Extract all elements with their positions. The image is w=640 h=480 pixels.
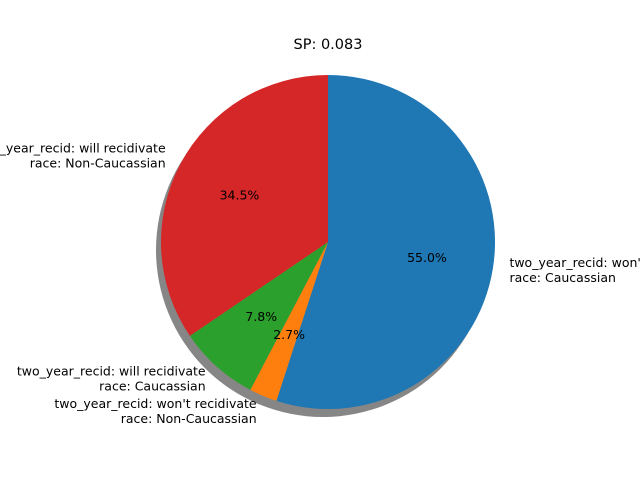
chart-title: SP: 0.083 bbox=[294, 37, 363, 53]
percent-labels: 55.0% 2.7% 7.8% 34.5% bbox=[220, 188, 447, 342]
pie-slice-2 bbox=[189, 242, 328, 390]
percent-label-1: 2.7% bbox=[273, 327, 305, 342]
percent-label-2: 7.8% bbox=[245, 309, 277, 324]
pie-slice-0 bbox=[276, 75, 495, 409]
percent-label-3: 34.5% bbox=[220, 188, 260, 203]
percent-label-0: 55.0% bbox=[407, 250, 447, 265]
pie-slice-1 bbox=[250, 242, 328, 401]
pie-slices bbox=[161, 75, 495, 409]
slice-label-2: two_year_recid: will recidivate race: Cau… bbox=[17, 364, 206, 394]
slice-label-1: two_year_recid: won't recidivate race: No… bbox=[54, 396, 257, 426]
pie-slice-3 bbox=[161, 75, 328, 336]
